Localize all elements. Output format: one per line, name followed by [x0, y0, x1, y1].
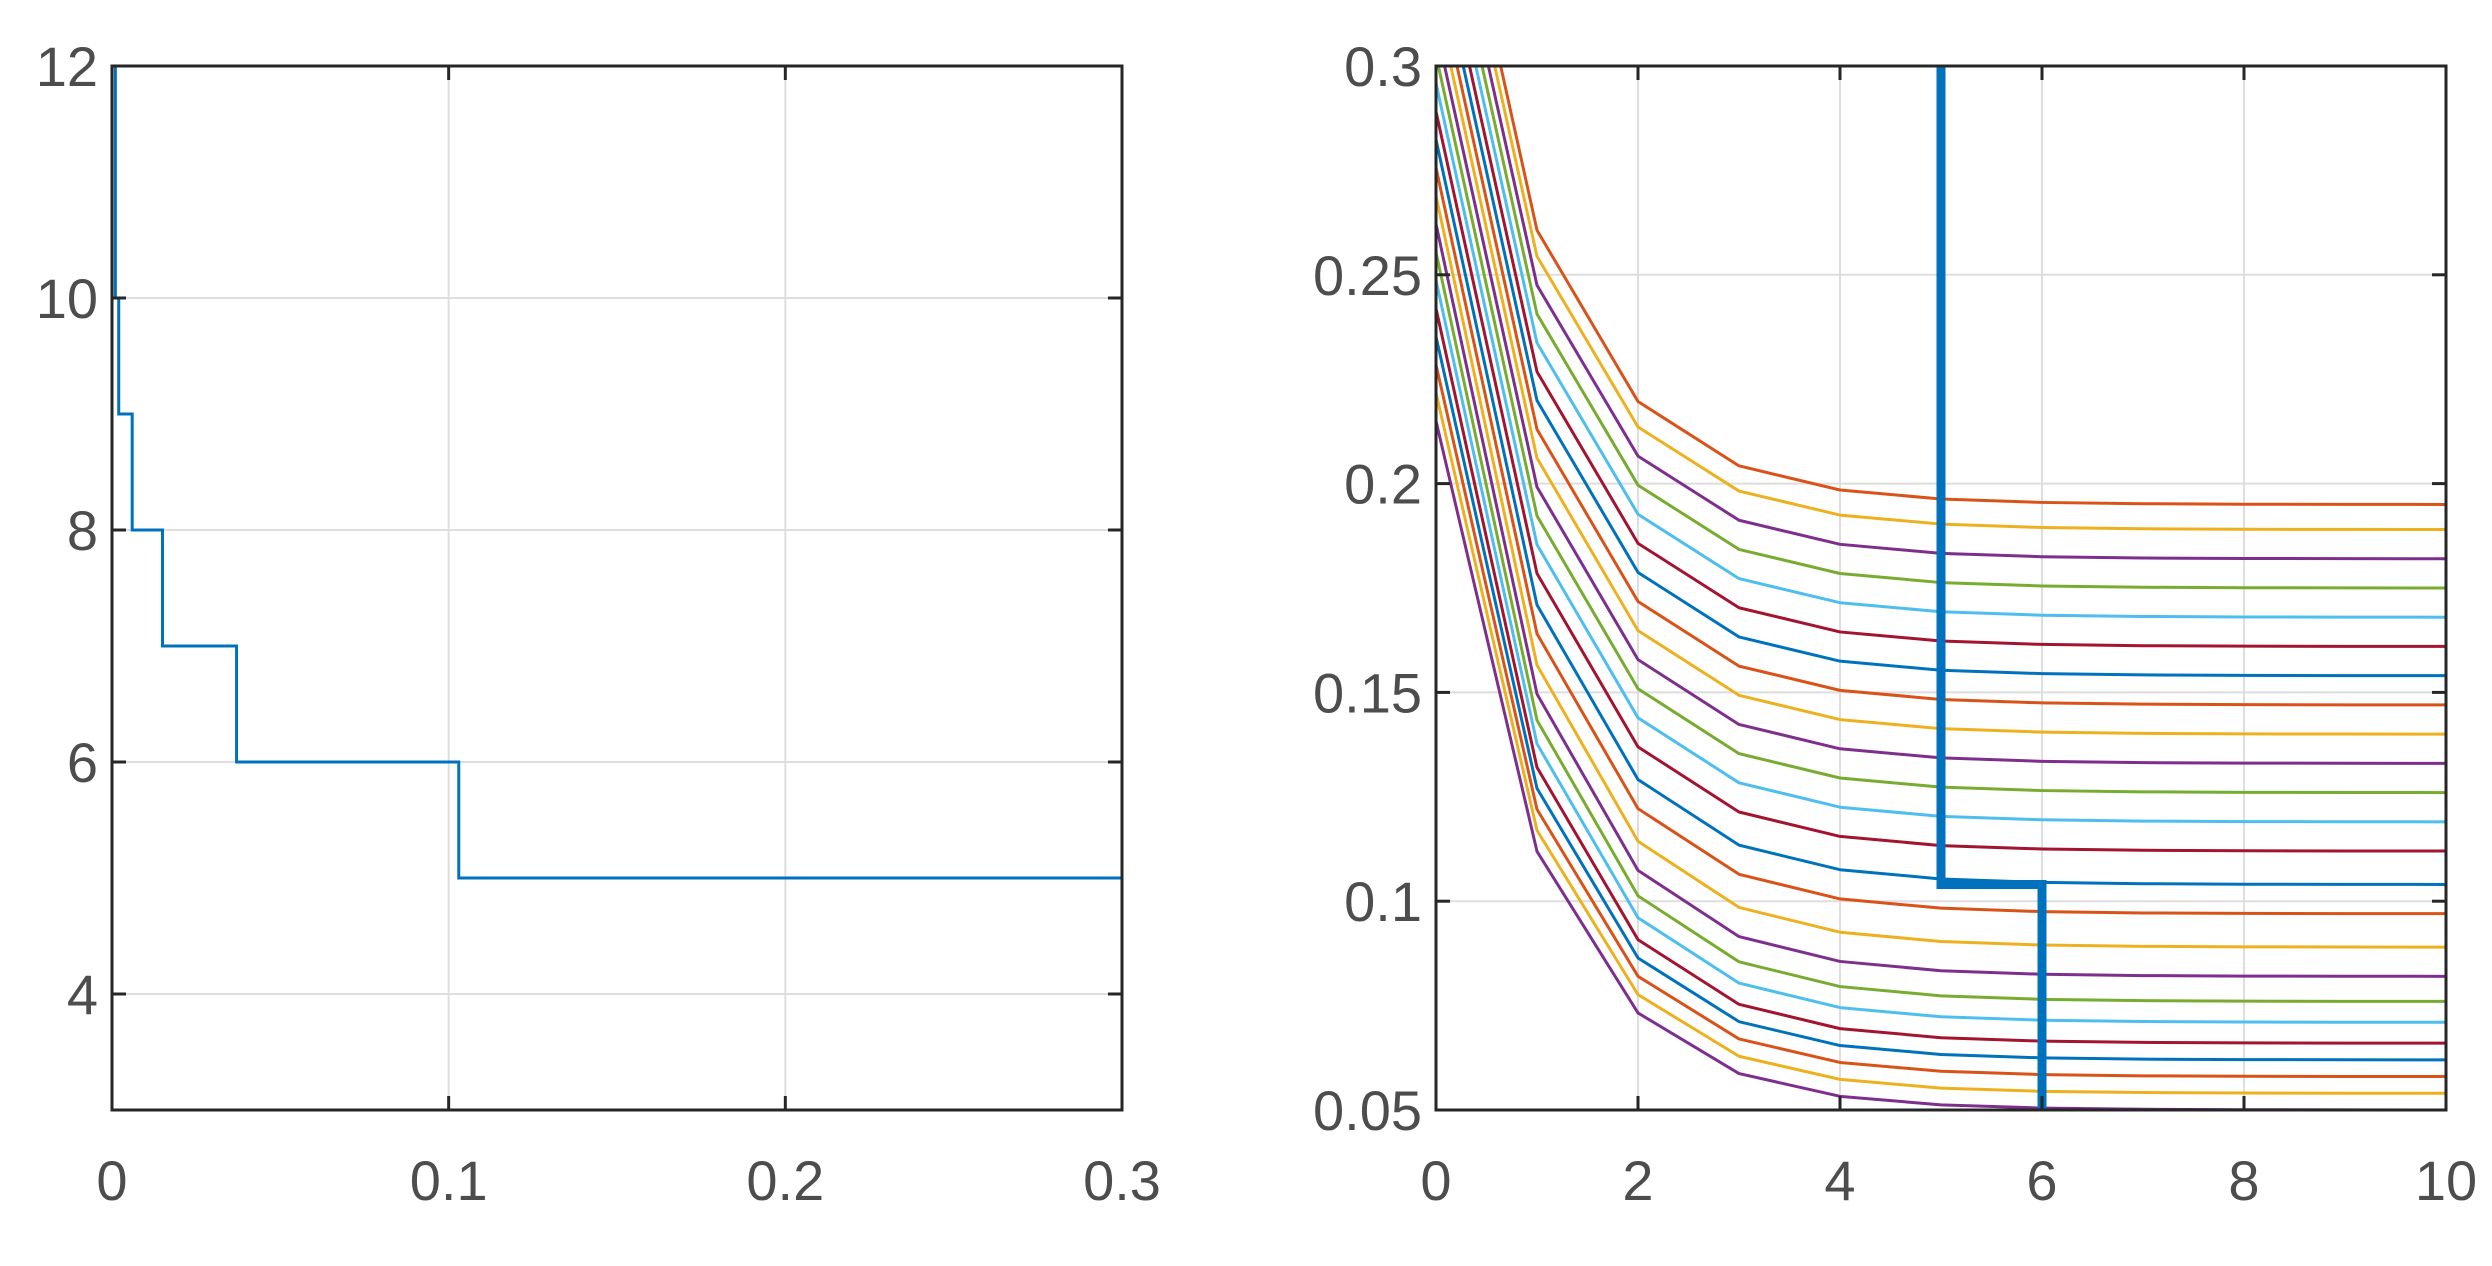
left-xtick-label: 0.3 — [1083, 1149, 1161, 1212]
right-axes-box — [1434, 64, 2448, 1112]
right-series-curve-17 — [1436, 251, 2446, 1003]
left-grid — [111, 65, 1123, 1110]
left-xtick-label: 0.1 — [410, 1149, 488, 1212]
right-tick-labels: 0 2 4 6 8 10 0.05 0.1 0.15 0.2 0.25 0.3 — [1313, 35, 2477, 1212]
right-series-curve-14 — [1436, 167, 2446, 916]
right-xtick-label: 2 — [1622, 1149, 1653, 1212]
right-series-curve-18 — [1436, 279, 2446, 1024]
left-xtick-label: 0.2 — [746, 1149, 824, 1212]
right-xtick-label: 4 — [1824, 1149, 1855, 1212]
left-ytick-label: 6 — [67, 731, 98, 794]
left-ytick-label: 8 — [67, 499, 98, 562]
right-series-curve-20 — [1436, 336, 2446, 1062]
chart-right: 0 2 4 6 8 10 0.05 0.1 0.15 0.2 0.25 0.3 — [1313, 35, 2477, 1212]
right-series-curve-19 — [1436, 308, 2446, 1045]
right-xtick-label: 10 — [2415, 1149, 2477, 1212]
right-xtick-label: 6 — [2026, 1149, 2057, 1212]
right-ytick-label: 0.05 — [1313, 1079, 1422, 1142]
right-series-curve-21 — [1436, 364, 2446, 1079]
chart-left: 0 0.1 0.2 0.3 4 6 8 10 12 — [36, 35, 1161, 1212]
right-ytick-label: 0.15 — [1313, 661, 1422, 724]
right-highlight-path — [1936, 66, 2047, 1110]
right-highlight — [1936, 66, 2047, 1110]
right-series-curve-22 — [1436, 392, 2446, 1095]
left-xtick-label: 0 — [96, 1149, 127, 1212]
left-ytick-label: 10 — [36, 267, 98, 330]
right-ytick-label: 0.3 — [1344, 35, 1422, 98]
right-xtick-label: 0 — [1420, 1149, 1451, 1212]
left-ytick-label: 4 — [67, 963, 98, 1026]
right-series-curve-16 — [1436, 223, 2446, 978]
left-tick-labels: 0 0.1 0.2 0.3 4 6 8 10 12 — [36, 35, 1161, 1212]
right-xtick-label: 8 — [2228, 1149, 2259, 1212]
right-ytick-label: 0.25 — [1313, 244, 1422, 307]
right-ytick-label: 0.2 — [1344, 453, 1422, 516]
right-series-curve-15 — [1436, 195, 2446, 949]
left-ticks — [110, 64, 1124, 1110]
left-ytick-label: 12 — [36, 35, 98, 98]
left-axes-box — [110, 64, 1124, 1112]
right-ytick-label: 0.1 — [1344, 870, 1422, 933]
right-ticks — [1434, 64, 2448, 1112]
